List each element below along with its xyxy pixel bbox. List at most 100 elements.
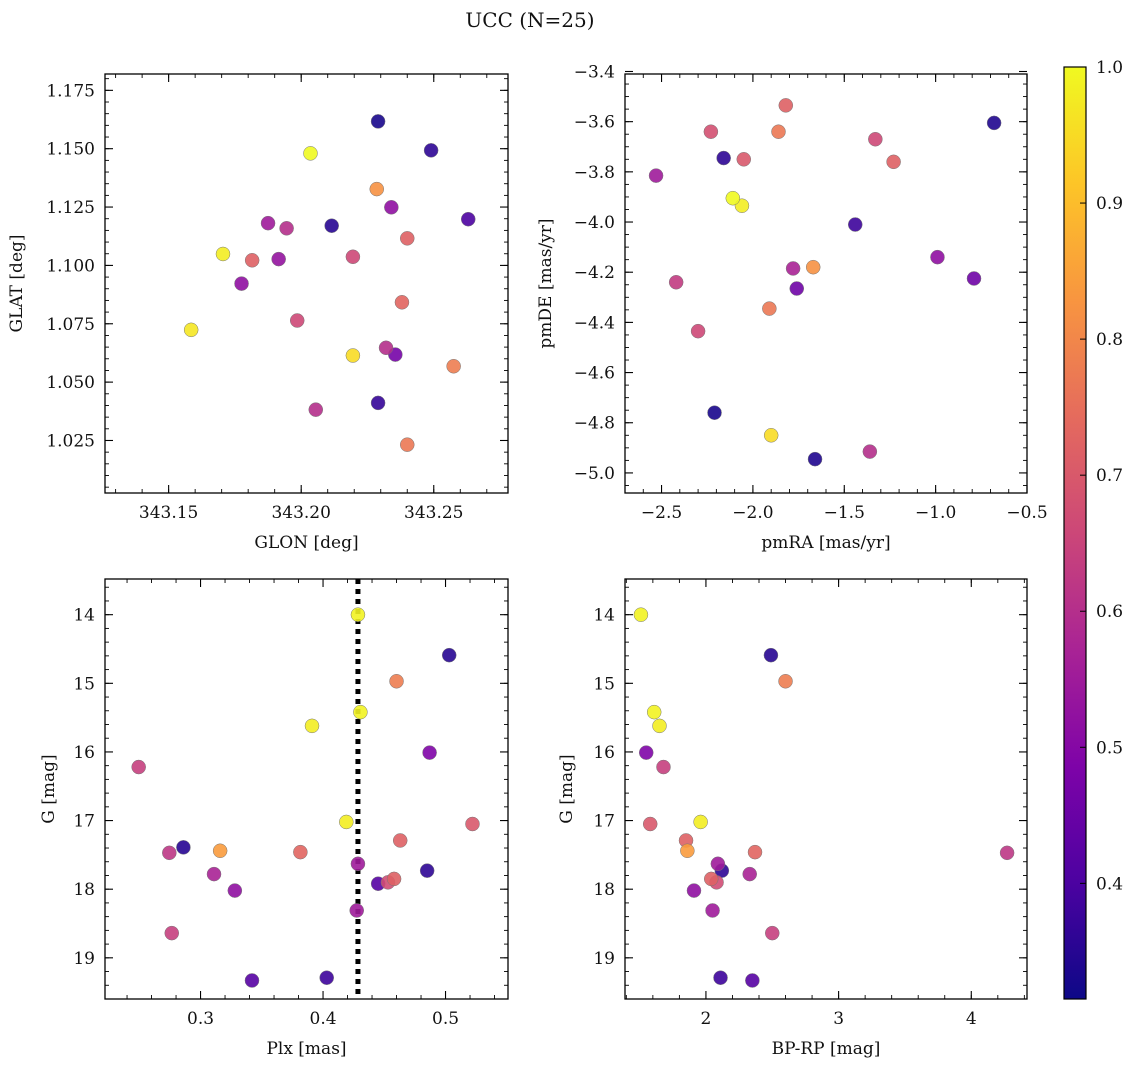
data-point [212,843,228,859]
x-tick-label: 343.20 [271,503,330,523]
data-point [176,840,191,855]
data-point [847,217,863,232]
y-axis-label: G [mag] [557,754,577,823]
data-point [260,215,276,231]
y-axis-label: G [mag] [39,754,59,823]
panel-glon-glat: 343.15 343.20 343.25 1.025 1.050 1.075 1.100 1.… [7,73,509,553]
y-tick-label: −4.4 [574,313,615,333]
data-point [707,405,722,420]
data-point [244,253,260,268]
data-point [244,973,260,988]
panel-plx-g: 0.3 0.4 0.5 14 15 16 17 18 19 Plx [mas] G [mag] [39,578,509,1059]
data-point [656,759,671,775]
data-point [386,871,402,887]
data-point [271,251,286,267]
data-point [279,221,294,236]
data-point [693,814,708,830]
y-tick-label: 17 [73,812,95,832]
data-point [762,301,777,316]
x-axis-label: GLON [deg] [254,533,358,553]
data-point [419,863,435,878]
data-point [304,718,320,734]
data-point [648,168,664,183]
y-tick-label: −4.0 [574,213,615,233]
data-point [446,358,461,374]
data-point [736,152,752,167]
data-point [389,674,404,689]
data-point [206,866,222,882]
data-point [765,925,780,941]
data-point [345,249,361,265]
x-tick-label: 0.4 [310,1009,337,1029]
x-tick-label: 0.3 [187,1009,214,1029]
data-point [227,883,243,898]
x-tick-label: 3 [833,1009,844,1029]
colorbar-tick-label: 0.7 [1096,466,1123,486]
data-point [771,124,786,139]
x-tick-label: 0.5 [432,1009,459,1029]
y-tick-label: 1.025 [46,431,95,451]
data-point [868,131,883,147]
data-point [350,856,366,872]
colorbar-tick-label: 0.6 [1096,602,1123,622]
data-point [460,211,476,227]
y-tick-label: 1.125 [46,198,95,218]
data-point [319,970,334,985]
data-point [369,181,385,197]
colorbar-tick-label: 0.8 [1096,330,1123,350]
data-point [999,845,1015,861]
data-point [392,833,408,848]
data-point [652,718,667,734]
axes-frame [624,578,1028,1000]
colorbar-tick-label: 1.0 [1096,58,1123,78]
data-point [308,402,324,417]
data-point [303,146,318,161]
data-point [705,903,720,918]
data-point [930,249,945,265]
y-tick-label: −4.8 [574,414,615,434]
data-point [778,98,794,113]
x-axis-label: pmRA [mas/yr] [761,533,890,553]
x-tick-label: −1.5 [824,503,865,523]
y-tick-label: 14 [73,606,95,626]
data-point [646,704,662,720]
data-point [350,607,366,622]
data-point [886,154,901,170]
y-tick-label: 1.175 [46,81,95,101]
y-tick-label: 17 [593,812,615,832]
x-axis-label: BP-RP [mag] [772,1039,881,1059]
y-tick-label: 19 [593,949,615,969]
y-tick-label: 1.075 [46,315,95,335]
x-tick-label: 343.15 [139,503,198,523]
y-axis-label: GLAT [deg] [7,234,27,332]
x-axis-label: Plx [mas] [266,1039,346,1059]
data-point [807,451,823,467]
data-point [215,246,231,262]
x-tick-label: 2 [701,1009,712,1029]
data-point [353,704,368,720]
y-tick-label: −3.4 [574,62,615,82]
data-point [384,200,399,215]
y-tick-label: −3.6 [574,113,615,133]
data-point [162,845,177,861]
axes-frame [104,73,509,494]
panel-pmra-pmde: −2.5 −2.0 −1.5 −1.0 −0.5 −5.0 −4.8 −4.6 −4.4 −4.2… [536,62,1048,553]
y-axis-label: pmDE [mas/yr] [536,218,556,348]
data-point [394,295,410,310]
data-point [345,348,361,363]
axes-frame [104,578,509,1000]
data-point [289,313,305,328]
data-point [293,844,308,860]
axes-frame [624,73,1028,494]
data-point [400,437,415,452]
data-point [370,114,386,129]
data-point [378,340,394,356]
data-point [716,150,731,166]
y-tick-label: −4.2 [574,263,615,283]
data-point [725,190,741,206]
y-tick-label: 1.150 [46,140,95,160]
data-point [778,674,793,689]
y-tick-label: −5.0 [574,464,615,484]
data-point [805,259,821,275]
y-tick-label: −3.8 [574,163,615,183]
